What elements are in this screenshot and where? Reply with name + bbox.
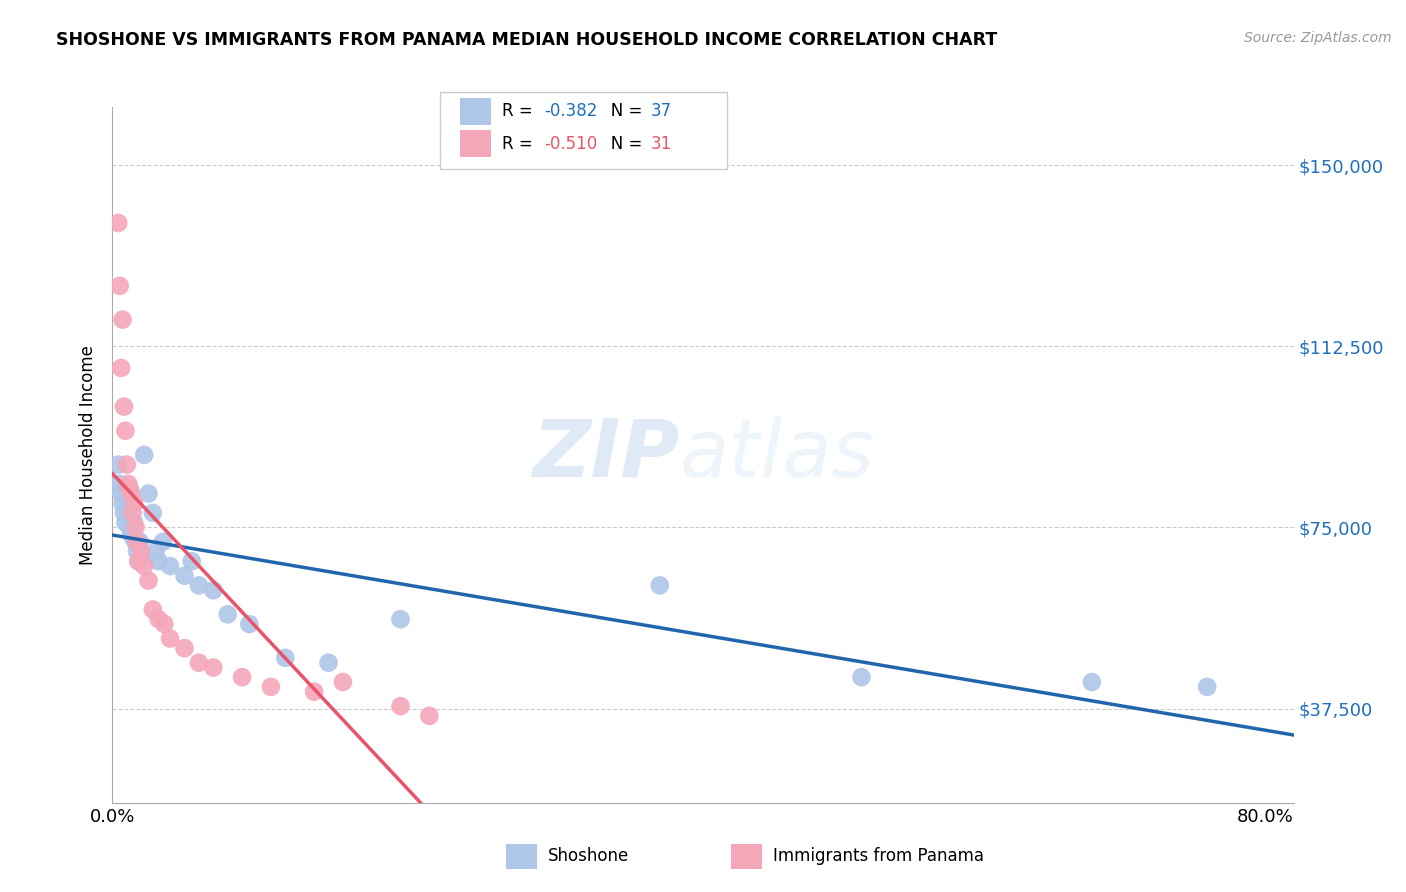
Point [114, 424, 136, 438]
Point [118, 520, 141, 534]
Point [1081, 675, 1104, 690]
Point [202, 660, 225, 674]
Point [117, 510, 139, 524]
Point [418, 708, 440, 723]
Point [142, 602, 165, 616]
Point [145, 544, 167, 558]
Point [114, 516, 136, 530]
Point [120, 525, 142, 540]
Point [187, 656, 209, 670]
Point [159, 632, 181, 646]
Text: SHOSHONE VS IMMIGRANTS FROM PANAMA MEDIAN HOUSEHOLD INCOME CORRELATION CHART: SHOSHONE VS IMMIGRANTS FROM PANAMA MEDIA… [56, 31, 997, 49]
Point [648, 578, 671, 592]
Point [111, 312, 134, 326]
Text: Source: ZipAtlas.com: Source: ZipAtlas.com [1244, 31, 1392, 45]
Point [112, 506, 135, 520]
Point [122, 516, 145, 530]
Point [173, 568, 195, 582]
Point [332, 675, 354, 690]
Text: -0.382: -0.382 [544, 103, 598, 120]
Point [108, 476, 131, 491]
Text: 37: 37 [651, 103, 672, 120]
Point [173, 641, 195, 656]
Text: Immigrants from Panama: Immigrants from Panama [773, 847, 984, 865]
Point [129, 549, 152, 564]
Text: N =: N = [595, 103, 647, 120]
Point [107, 216, 129, 230]
Point [153, 617, 176, 632]
Point [122, 496, 145, 510]
Point [148, 554, 170, 568]
Point [134, 448, 156, 462]
Point [117, 476, 139, 491]
Point [302, 684, 325, 698]
Text: R =: R = [502, 135, 538, 153]
Point [121, 506, 143, 520]
Point [127, 554, 149, 568]
Point [187, 578, 209, 592]
Point [115, 458, 138, 472]
Point [112, 400, 135, 414]
Point [851, 670, 873, 684]
Point [138, 486, 160, 500]
Point [134, 559, 156, 574]
Point [128, 534, 150, 549]
Point [121, 530, 143, 544]
Point [389, 699, 412, 714]
Point [1197, 680, 1219, 694]
Text: 31: 31 [651, 135, 672, 153]
Point [125, 534, 148, 549]
Point [238, 617, 260, 632]
Point [142, 506, 165, 520]
Text: Shoshone: Shoshone [548, 847, 630, 865]
Point [159, 559, 181, 574]
Point [108, 278, 131, 293]
Point [274, 651, 297, 665]
Point [129, 544, 152, 558]
Text: ZIP: ZIP [531, 416, 679, 494]
Text: -0.510: -0.510 [544, 135, 598, 153]
Point [111, 496, 134, 510]
Point [389, 612, 412, 626]
Point [110, 361, 132, 376]
Point [138, 574, 160, 588]
Text: atlas: atlas [679, 416, 875, 494]
Point [127, 554, 149, 568]
Point [152, 534, 174, 549]
Point [124, 520, 146, 534]
Y-axis label: Median Household Income: Median Household Income [79, 345, 97, 565]
Point [118, 482, 141, 496]
Point [124, 534, 146, 549]
Point [260, 680, 283, 694]
Point [217, 607, 239, 622]
Point [120, 486, 142, 500]
Point [231, 670, 253, 684]
Point [115, 501, 138, 516]
Point [107, 458, 129, 472]
Point [125, 544, 148, 558]
Text: N =: N = [595, 135, 647, 153]
Point [110, 486, 132, 500]
Point [318, 656, 340, 670]
Text: R =: R = [502, 103, 538, 120]
Point [202, 583, 225, 598]
Point [148, 612, 170, 626]
Point [180, 554, 202, 568]
